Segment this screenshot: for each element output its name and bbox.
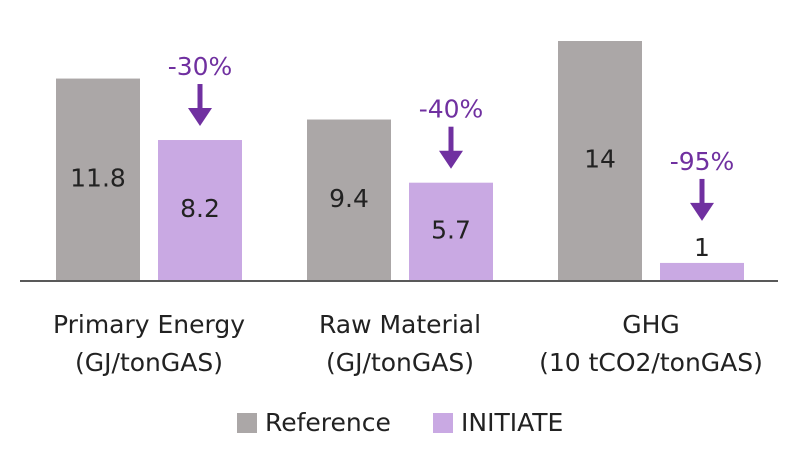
bar: [409, 182, 493, 280]
value-label: 1: [694, 233, 710, 262]
value-label: 11.8: [70, 163, 126, 192]
annotation: -95%: [670, 147, 735, 176]
value-label: 5.7: [431, 215, 471, 244]
value-label: 8.2: [180, 194, 220, 223]
legend-label: Reference: [265, 408, 391, 437]
bar: [56, 78, 140, 280]
x-tick-label: (GJ/tonGAS): [75, 348, 223, 377]
x-tick-label: Primary Energy: [53, 310, 245, 339]
x-tick-label: GHG: [622, 310, 680, 339]
bar: [660, 262, 744, 280]
x-tick-label: Raw Material: [319, 310, 481, 339]
x-tick-label: (10 tCO2/tonGAS): [539, 348, 763, 377]
bar: [158, 140, 242, 280]
annotation: -40%: [419, 95, 484, 124]
value-label: 9.4: [329, 184, 369, 213]
annotation: -30%: [168, 52, 233, 81]
bar: [307, 119, 391, 281]
legend-swatch: [433, 413, 453, 433]
legend-label: INITIATE: [461, 408, 563, 437]
legend-swatch: [237, 413, 257, 433]
arrow-head: [439, 150, 463, 169]
value-label: 14: [584, 145, 616, 174]
bar: [558, 41, 642, 280]
x-tick-label: (GJ/tonGAS): [326, 348, 474, 377]
arrow-head: [690, 202, 714, 221]
arrow-head: [188, 108, 212, 127]
